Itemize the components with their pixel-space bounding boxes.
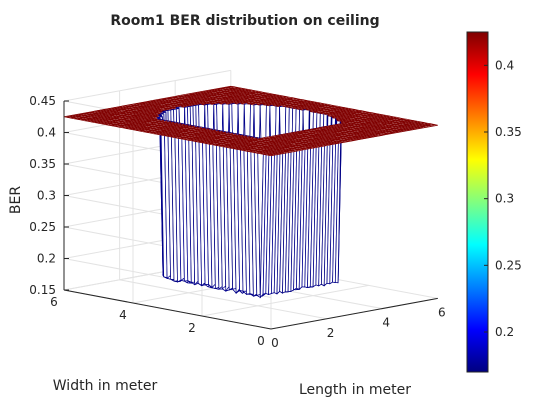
z-tick-label: 0.3	[37, 189, 56, 203]
z-tick-label: 0.2	[37, 252, 56, 266]
colorbar-scale	[466, 31, 489, 373]
chart-title: Room1 BER distribution on ceiling	[110, 13, 379, 29]
colorbar-tick-label: 0.3	[495, 192, 514, 206]
x-tick-label: 2	[327, 326, 335, 340]
y-axis-label: Width in meter	[53, 378, 158, 394]
colorbar: 0.2 0.25 0.3 0.35 0.4	[466, 31, 522, 373]
z-tick-label: 0.25	[29, 220, 56, 234]
y-tick-label: 4	[119, 308, 127, 322]
colorbar-tick-label: 0.35	[495, 125, 522, 139]
z-tick-label: 0.4	[37, 126, 56, 140]
y-tick-label: 0	[257, 334, 265, 348]
floor-front-edges	[63, 289, 438, 330]
x-tick-label: 4	[382, 316, 390, 330]
z-tick-label: 0.15	[29, 283, 56, 297]
x-tick-label: 6	[438, 305, 446, 319]
x-axis-label: Length in meter	[299, 382, 411, 398]
colorbar-tick-label: 0.4	[495, 58, 514, 72]
tick-labels: 0.15 0.2 0.25 0.3 0.35 0.4 0.45 0 2 4 6 0 2 4 6	[29, 94, 445, 350]
z-axis-label: BER	[8, 186, 24, 214]
surface-mesh	[63, 85, 438, 299]
colorbar-tick-label: 0.2	[495, 325, 514, 339]
z-tick-label: 0.45	[29, 94, 56, 108]
colorbar-tick-label: 0.25	[495, 258, 522, 272]
x-tick-label: 0	[271, 336, 279, 350]
y-tick-label: 2	[188, 321, 196, 335]
surface-cell	[431, 124, 438, 127]
z-tick-label: 0.35	[29, 157, 56, 171]
y-tick-label: 6	[50, 295, 58, 309]
